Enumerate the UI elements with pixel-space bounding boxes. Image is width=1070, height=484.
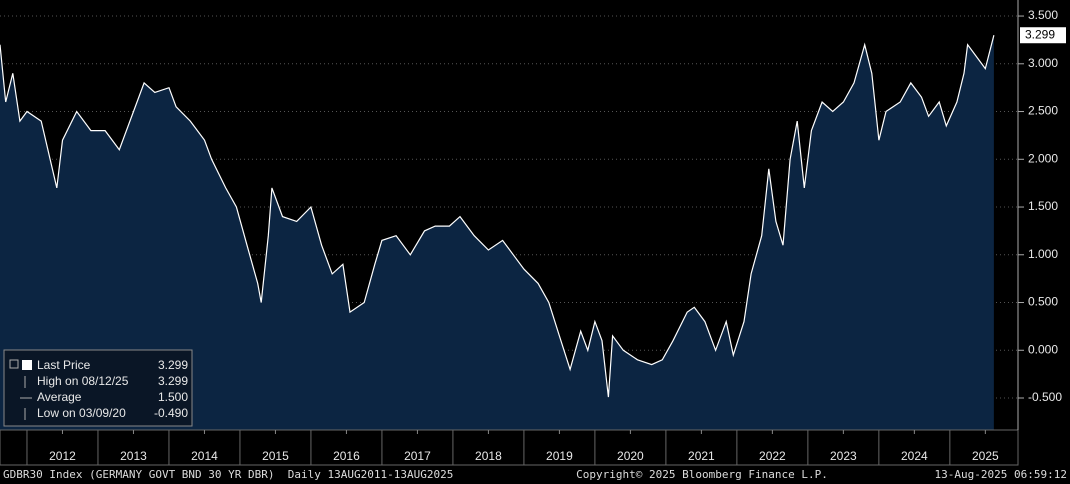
y-tick-label: 1.000 bbox=[1028, 247, 1058, 261]
x-tick-label: 2014 bbox=[191, 449, 218, 463]
x-tick-label: 2018 bbox=[475, 449, 502, 463]
x-tick-label: 2021 bbox=[688, 449, 715, 463]
x-tick-label: 2023 bbox=[830, 449, 857, 463]
footer-left: GDBR30 Index (GERMANY GOVT BND 30 YR DBR… bbox=[3, 468, 453, 481]
plot-area bbox=[0, 15, 1018, 430]
legend-box bbox=[3, 349, 193, 427]
y-tick-label: 3.000 bbox=[1028, 56, 1058, 70]
last-price-label: 3.299 bbox=[1025, 27, 1055, 41]
x-tick-label: 2019 bbox=[546, 449, 573, 463]
legend-icon bbox=[9, 359, 19, 369]
x-tick-label: 2016 bbox=[333, 449, 360, 463]
legend-value: 1.500 bbox=[158, 390, 188, 404]
x-tick-label: 2013 bbox=[120, 449, 147, 463]
x-tick-label: 2017 bbox=[404, 449, 431, 463]
x-tick-label: 2012 bbox=[49, 449, 76, 463]
footer-right: 13-Aug-2025 06:59:12 bbox=[935, 468, 1067, 481]
legend-label: Last Price bbox=[37, 358, 91, 372]
y-tick-label: 0.500 bbox=[1028, 295, 1058, 309]
area bbox=[0, 35, 994, 430]
legend-value: 3.299 bbox=[158, 358, 188, 372]
y-tick-label: 2.000 bbox=[1028, 151, 1058, 165]
legend-swatch bbox=[22, 360, 32, 370]
x-tick-label: 2022 bbox=[759, 449, 786, 463]
legend-value: 3.299 bbox=[158, 374, 188, 388]
x-tick-label: 2025 bbox=[972, 449, 999, 463]
last-price-tag bbox=[1020, 27, 1066, 44]
y-tick-label: 3.500 bbox=[1028, 8, 1058, 22]
y-tick-label: 1.500 bbox=[1028, 199, 1058, 213]
x-axis-strip bbox=[0, 429, 1019, 466]
y-tick-label: -0.500 bbox=[1028, 390, 1062, 404]
legend-label: Low on 03/09/20 bbox=[37, 406, 126, 420]
legend-label: Average bbox=[37, 390, 82, 404]
x-tick-label: 2024 bbox=[901, 449, 928, 463]
legend-label: High on 08/12/25 bbox=[37, 374, 129, 388]
y-tick-label: 0.000 bbox=[1028, 342, 1058, 356]
footer-center: Copyright© 2025 Bloomberg Finance L.P. bbox=[576, 468, 828, 481]
legend-value: -0.490 bbox=[154, 406, 188, 420]
legend: Last Price 3.299 High on 08/12/25 3.299 Aver… bbox=[3, 349, 193, 427]
x-tick-label: 2020 bbox=[617, 449, 644, 463]
y-tick-label: 2.500 bbox=[1028, 104, 1058, 118]
x-tick-label: 2015 bbox=[262, 449, 289, 463]
line bbox=[0, 35, 995, 398]
